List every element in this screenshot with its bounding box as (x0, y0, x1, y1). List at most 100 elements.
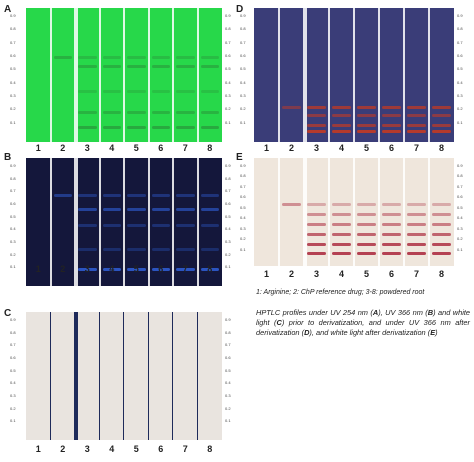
rf-tick-label: 0.1 (225, 119, 231, 125)
spot-band (357, 233, 376, 236)
spot-band (407, 123, 426, 127)
spot-band (382, 106, 401, 110)
rf-tick-label: 0.7 (240, 39, 246, 45)
rf-scale-a-right: 0.9 0.8 0.7 0.6 0.5 0.4 0.3 0.2 0.1 (224, 8, 240, 142)
spot-band (78, 111, 97, 115)
lane-number-label: 5 (363, 269, 369, 279)
plate-lane (254, 158, 279, 266)
lane-divider (428, 8, 430, 142)
lane-number-label: 3 (313, 269, 319, 279)
spot-band (176, 224, 195, 227)
lane-number-label: 7 (182, 143, 188, 153)
spot-band (200, 64, 219, 68)
lane-divider (123, 158, 125, 286)
plate-e (254, 158, 454, 266)
plate-lane (51, 312, 76, 440)
lane-labels-c: 1 2 3 4 5 6 7 8 (26, 444, 222, 456)
rf-tick-label: 0.8 (225, 26, 231, 32)
spot-band (357, 123, 376, 127)
spot-band (151, 64, 170, 68)
spot-band (382, 213, 401, 216)
rf-tick-label: 0.7 (10, 342, 16, 348)
lane-number-label: 6 (158, 444, 164, 454)
rf-tick-label: 0.3 (225, 239, 231, 244)
lane-number-label: 1 (263, 143, 269, 153)
rf-tick-label: 0.1 (225, 418, 231, 424)
lane-divider (378, 158, 380, 266)
plate-lane (26, 8, 51, 142)
spot-band (357, 213, 376, 216)
panel-letter-c: C (4, 308, 12, 319)
panel-letter-a: A (4, 4, 12, 15)
spot-band (407, 130, 426, 134)
rf-tick-label: 0.7 (240, 183, 246, 189)
lane-divider (74, 312, 78, 440)
rf-tick-label: 0.1 (240, 246, 246, 252)
plate-lane (329, 8, 354, 142)
lane-number-label: 5 (133, 444, 139, 454)
spot-band (127, 111, 146, 115)
rf-tick-label: 0.9 (457, 163, 463, 168)
rf-tick-label: 0.9 (240, 163, 246, 168)
lane-divider (98, 312, 100, 440)
lane-number-label: 5 (133, 143, 139, 153)
lane-number-label: 8 (207, 444, 213, 454)
plate-a (26, 8, 222, 142)
rf-tick-label: 0.9 (225, 13, 231, 18)
spot-band (127, 89, 146, 93)
rf-tick-label: 0.5 (10, 367, 16, 373)
rf-tick-label: 0.4 (240, 215, 246, 221)
spot-band (151, 89, 170, 93)
lane-divider (278, 8, 280, 142)
rf-tick-label: 0.1 (240, 119, 246, 125)
rf-scale-d-right: 0.9 0.8 0.7 0.6 0.5 0.4 0.3 0.2 0.1 (456, 8, 472, 142)
spot-band (78, 89, 97, 93)
rf-tick-label: 0.1 (457, 246, 463, 252)
rf-tick-label: 0.1 (10, 418, 16, 424)
rf-tick-label: 0.9 (225, 317, 231, 322)
plate-lane (75, 158, 100, 286)
spot-band (307, 113, 326, 117)
lane-divider (74, 158, 78, 286)
rf-tick-label: 0.9 (457, 13, 463, 18)
spot-band (151, 55, 170, 59)
rf-tick-label: 0.6 (225, 201, 231, 206)
spot-band (357, 130, 376, 134)
spot-band (102, 248, 121, 251)
spot-band (382, 130, 401, 134)
figure-legend: 1: Arginine; 2: ChP reference drug; 3-8:… (256, 289, 425, 296)
spot-band (127, 64, 146, 68)
lane-number-label: 5 (363, 143, 369, 153)
spot-band (382, 252, 401, 255)
spot-band (200, 208, 219, 212)
rf-tick-label: 0.6 (10, 201, 16, 206)
rf-tick-label: 0.5 (10, 66, 16, 72)
spot-band (53, 194, 72, 197)
rf-tick-label: 0.1 (10, 119, 16, 125)
plate-lane (173, 8, 198, 142)
spot-band (357, 243, 376, 246)
rf-tick-label: 0.4 (10, 79, 16, 85)
spot-band (432, 252, 451, 255)
rf-tick-label: 0.9 (225, 163, 231, 168)
plate-lane (149, 8, 174, 142)
rf-tick-label: 0.2 (10, 106, 16, 112)
lane-number-label: 6 (158, 143, 164, 153)
spot-band (78, 194, 97, 197)
spot-band (307, 213, 326, 216)
lane-divider (147, 158, 150, 286)
spot-band (102, 111, 121, 115)
spot-band (78, 55, 97, 59)
plate-lane (51, 158, 76, 286)
rf-tick-label: 0.5 (10, 213, 16, 219)
spot-band (407, 106, 426, 110)
plate-lane (198, 312, 223, 440)
rf-tick-label: 0.8 (457, 26, 463, 32)
spot-band (176, 89, 195, 93)
plate-lane (404, 8, 429, 142)
lane-number-label: 1 (35, 444, 41, 454)
plate-lane (149, 312, 174, 440)
lane-number-label: 8 (438, 143, 444, 153)
lane-number-label: 1 (35, 143, 41, 153)
rf-tick-label: 0.5 (225, 213, 231, 219)
